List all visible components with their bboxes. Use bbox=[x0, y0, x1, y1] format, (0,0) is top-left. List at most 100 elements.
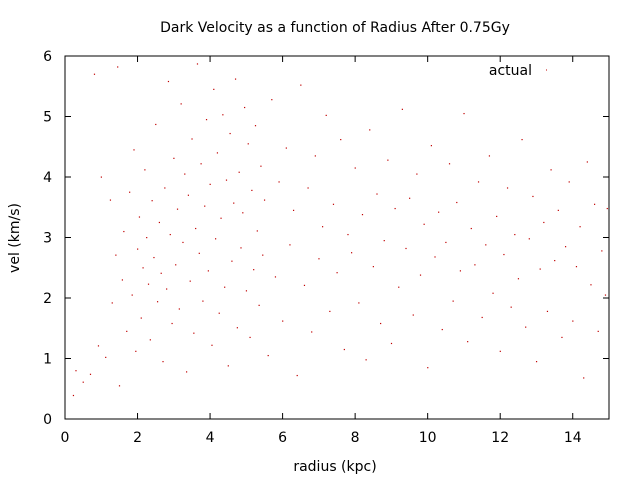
data-point bbox=[470, 227, 472, 230]
data-point bbox=[332, 203, 335, 205]
y-tick-label: 5 bbox=[43, 110, 52, 126]
data-point bbox=[207, 270, 209, 272]
data-point bbox=[604, 294, 607, 296]
x-tick-label: 8 bbox=[351, 430, 360, 446]
data-point bbox=[100, 176, 102, 178]
x-axis-label: radius (kpc) bbox=[293, 459, 376, 475]
data-point bbox=[583, 377, 585, 379]
data-point bbox=[289, 244, 291, 246]
data-point bbox=[209, 183, 211, 185]
data-point bbox=[496, 215, 498, 218]
data-point bbox=[528, 238, 530, 240]
data-point bbox=[405, 247, 407, 250]
data-point bbox=[398, 286, 400, 288]
data-point bbox=[142, 267, 144, 269]
data-point bbox=[166, 288, 168, 290]
data-point bbox=[156, 301, 159, 303]
data-point bbox=[369, 129, 371, 131]
y-tick-label: 1 bbox=[43, 352, 52, 368]
data-point bbox=[448, 163, 451, 165]
data-point bbox=[506, 187, 509, 189]
data-point bbox=[590, 284, 592, 286]
data-point bbox=[233, 202, 235, 204]
data-point bbox=[267, 354, 269, 357]
data-point bbox=[274, 276, 277, 278]
data-point bbox=[419, 274, 422, 276]
data-point bbox=[218, 312, 220, 314]
data-point bbox=[93, 73, 96, 75]
data-point bbox=[131, 294, 133, 296]
data-point bbox=[329, 310, 331, 313]
data-point bbox=[215, 238, 217, 240]
x-tick-label: 6 bbox=[278, 430, 287, 446]
data-point bbox=[167, 80, 170, 83]
data-point bbox=[121, 279, 124, 281]
x-tick-label: 12 bbox=[491, 430, 509, 446]
data-point bbox=[224, 286, 226, 288]
data-point bbox=[176, 208, 179, 210]
data-point bbox=[82, 381, 84, 383]
data-point bbox=[75, 370, 77, 372]
data-point bbox=[146, 237, 148, 239]
data-point bbox=[182, 241, 184, 244]
data-point bbox=[222, 114, 224, 116]
data-point bbox=[213, 88, 215, 90]
data-point bbox=[593, 203, 596, 205]
data-point bbox=[123, 230, 125, 233]
data-point bbox=[416, 173, 418, 175]
data-point bbox=[586, 161, 588, 163]
data-point bbox=[202, 300, 204, 302]
data-point bbox=[195, 227, 197, 230]
chart-title: Dark Velocity as a function of Radius Af… bbox=[160, 20, 510, 36]
data-point bbox=[72, 394, 75, 397]
data-point bbox=[485, 244, 487, 246]
data-point bbox=[251, 189, 253, 192]
data-point bbox=[543, 221, 545, 224]
data-point bbox=[256, 230, 258, 232]
data-point bbox=[514, 233, 516, 236]
data-point bbox=[118, 385, 121, 387]
data-point bbox=[155, 123, 157, 126]
x-tick-label: 0 bbox=[61, 430, 70, 446]
data-point bbox=[303, 284, 306, 286]
data-point bbox=[245, 290, 248, 292]
data-point bbox=[229, 132, 231, 135]
data-point bbox=[129, 191, 131, 193]
data-point bbox=[296, 374, 298, 377]
data-point bbox=[521, 138, 523, 141]
data-point bbox=[147, 283, 150, 285]
data-point bbox=[575, 266, 578, 268]
data-point bbox=[254, 125, 257, 127]
data-point bbox=[133, 149, 135, 151]
data-point bbox=[361, 214, 364, 216]
data-point bbox=[292, 209, 295, 211]
data-point bbox=[354, 167, 356, 169]
y-tick-label: 4 bbox=[43, 170, 52, 186]
data-point bbox=[387, 159, 389, 161]
data-point bbox=[169, 233, 171, 236]
data-point bbox=[198, 252, 200, 254]
data-point bbox=[550, 169, 552, 171]
y-tick-label: 0 bbox=[43, 412, 52, 428]
data-point bbox=[271, 99, 273, 101]
data-point bbox=[262, 254, 264, 256]
data-point bbox=[459, 270, 462, 272]
data-point bbox=[525, 326, 527, 328]
data-point bbox=[153, 256, 155, 259]
y-tick-label: 2 bbox=[43, 291, 52, 307]
data-point bbox=[253, 269, 255, 271]
data-point bbox=[227, 365, 229, 367]
data-point bbox=[546, 310, 549, 313]
data-point bbox=[149, 339, 151, 341]
data-point bbox=[427, 367, 429, 369]
data-point bbox=[278, 181, 280, 183]
data-point bbox=[343, 348, 345, 351]
data-point bbox=[606, 207, 608, 210]
data-point bbox=[467, 341, 469, 343]
data-point bbox=[365, 359, 367, 361]
data-point bbox=[572, 320, 574, 322]
data-point bbox=[532, 195, 534, 198]
data-points bbox=[72, 63, 608, 397]
data-point bbox=[263, 199, 266, 201]
data-point bbox=[300, 84, 302, 86]
